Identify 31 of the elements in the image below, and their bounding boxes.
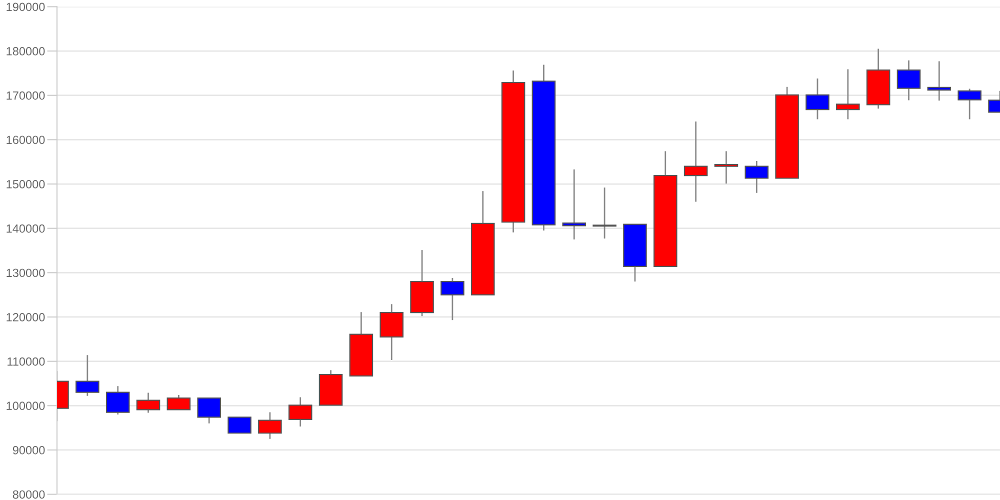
y-tick-label: 120000: [6, 313, 45, 322]
candlestick: [592, 186, 616, 240]
candlestick: [958, 88, 982, 120]
y-tick-label: 190000: [6, 2, 45, 12]
candlestick: [684, 120, 708, 202]
y-tick-label: 80000: [12, 490, 45, 499]
candlestick: [440, 277, 464, 321]
candlestick: [166, 394, 191, 410]
candlestick: [258, 412, 282, 440]
y-tick-label: 110000: [8, 357, 45, 366]
candlestick: [714, 150, 738, 184]
y-tick-label: 150000: [6, 180, 45, 188]
y-tick-label: 160000: [6, 136, 45, 144]
candlestick: [744, 160, 769, 194]
candlestick: [136, 392, 160, 414]
candlestick: [288, 396, 312, 428]
y-tick-label: 100000: [6, 402, 45, 410]
y-tick-label: 130000: [6, 268, 45, 278]
candlestick: [562, 168, 586, 240]
candlestick: [836, 68, 860, 120]
y-tick-label: 140000: [6, 224, 45, 233]
candlestick: [197, 397, 221, 424]
candlestick: [76, 354, 100, 397]
candlestick: [927, 60, 952, 102]
candlestick: [228, 416, 252, 434]
candlestick: [106, 385, 130, 416]
y-tick-label: 90000: [12, 446, 45, 454]
candlestick: [806, 78, 830, 120]
y-tick-label: 180000: [6, 47, 45, 56]
candlestick: [896, 60, 921, 101]
y-tick-label: 170000: [6, 91, 45, 100]
